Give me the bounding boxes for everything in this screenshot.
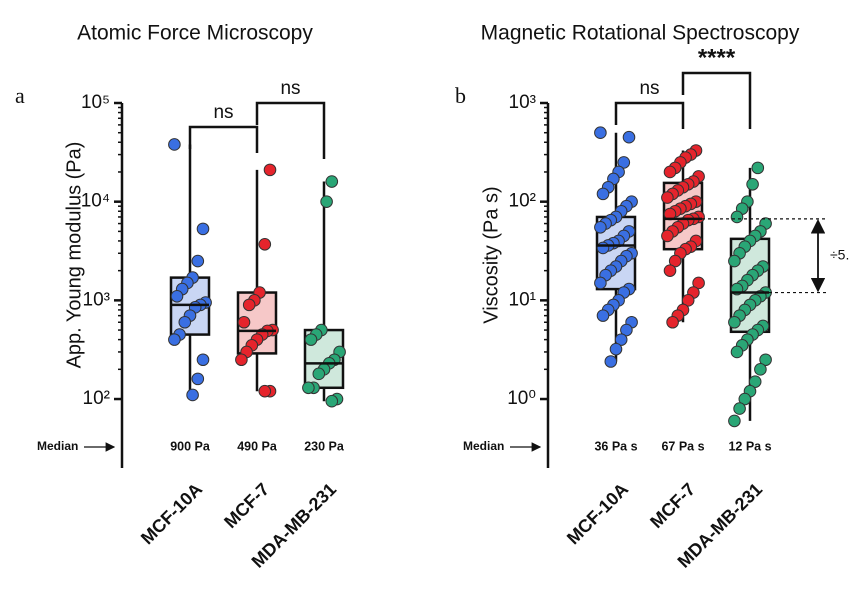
x-tick-label: MCF-7 bbox=[646, 479, 699, 532]
data-point bbox=[730, 345, 744, 359]
y-tick-label: 10² bbox=[83, 388, 110, 409]
median-label: 900 Pa bbox=[170, 439, 211, 453]
data-point bbox=[304, 333, 318, 346]
x-tick-label: MCF-10A bbox=[563, 479, 632, 548]
data-point bbox=[661, 229, 674, 243]
data-point bbox=[263, 163, 277, 177]
panel-letter: b bbox=[455, 83, 466, 108]
data-point bbox=[594, 276, 607, 290]
data-point bbox=[746, 178, 759, 191]
y-tick-label: 10⁵ bbox=[81, 92, 110, 113]
data-point bbox=[325, 394, 339, 408]
y-tick-label: 10³ bbox=[83, 289, 110, 310]
data-point bbox=[754, 363, 767, 376]
significance-bracket bbox=[614, 101, 685, 129]
data-point bbox=[733, 402, 746, 415]
data-point bbox=[748, 375, 762, 388]
data-point bbox=[738, 392, 752, 406]
y-tick-label: 10³ bbox=[509, 92, 536, 113]
median-label: 12 Pa s bbox=[728, 439, 771, 453]
data-point bbox=[186, 388, 199, 402]
data-point bbox=[168, 138, 181, 151]
y-axis-label: App. Young modulus (Pa) bbox=[63, 142, 85, 369]
data-point bbox=[196, 353, 210, 367]
significance-bracket bbox=[681, 71, 752, 129]
data-point bbox=[666, 315, 679, 329]
data-point bbox=[320, 195, 333, 208]
data-point bbox=[730, 210, 744, 224]
data-point bbox=[242, 298, 256, 312]
data-point bbox=[596, 187, 610, 201]
panel-title: Atomic Force Microscopy bbox=[77, 22, 313, 45]
data-point bbox=[191, 372, 205, 386]
data-point bbox=[759, 353, 772, 367]
median-label: 230 Pa bbox=[304, 439, 345, 453]
data-point bbox=[191, 254, 205, 268]
data-point bbox=[668, 254, 682, 268]
median-caption: Median bbox=[463, 439, 504, 453]
data-point bbox=[302, 381, 315, 395]
data-point bbox=[170, 289, 184, 303]
data-point bbox=[196, 222, 210, 236]
data-point bbox=[661, 191, 674, 204]
significance-label: **** bbox=[698, 44, 736, 71]
y-tick-label: 10² bbox=[509, 191, 536, 212]
y-tick-label: 10¹ bbox=[509, 289, 536, 310]
data-point bbox=[235, 353, 248, 367]
data-point bbox=[594, 126, 607, 140]
ratio-label: ÷5.6 bbox=[830, 246, 850, 262]
data-point bbox=[692, 276, 705, 290]
data-point bbox=[614, 333, 628, 346]
data-point bbox=[728, 315, 741, 329]
data-point bbox=[596, 309, 610, 322]
data-point bbox=[325, 175, 339, 188]
data-point bbox=[617, 156, 631, 169]
panel-title: Magnetic Rotational Spectroscopy bbox=[481, 22, 800, 45]
median-caption: Median bbox=[37, 439, 78, 453]
panel-letter: a bbox=[15, 83, 25, 108]
x-tick-label: MCF-7 bbox=[220, 479, 273, 532]
data-point bbox=[168, 333, 181, 346]
x-tick-label: MCF-10A bbox=[137, 479, 206, 548]
data-point bbox=[237, 315, 251, 329]
data-point bbox=[604, 355, 618, 368]
data-point bbox=[596, 241, 610, 255]
data-point bbox=[728, 254, 741, 268]
data-point bbox=[681, 294, 695, 307]
data-point bbox=[622, 130, 636, 144]
data-point bbox=[751, 161, 765, 175]
data-point bbox=[609, 342, 623, 356]
significance-bracket bbox=[188, 125, 259, 153]
median-label: 36 Pa s bbox=[594, 439, 637, 453]
data-point bbox=[728, 414, 741, 428]
data-point bbox=[663, 264, 677, 277]
data-point bbox=[258, 384, 272, 398]
median-label: 490 Pa bbox=[237, 439, 278, 453]
significance-label: ns bbox=[639, 78, 659, 99]
data-point bbox=[594, 220, 607, 234]
data-point bbox=[312, 367, 326, 381]
significance-label: ns bbox=[280, 78, 300, 99]
significance-bracket bbox=[255, 101, 326, 159]
data-point bbox=[258, 237, 272, 251]
y-tick-label: 10⁰ bbox=[507, 388, 536, 409]
data-point bbox=[178, 315, 192, 329]
y-tick-label: 10⁴ bbox=[81, 191, 110, 212]
data-point bbox=[663, 165, 677, 179]
y-axis-label: Viscosity (Pa s) bbox=[480, 186, 502, 323]
median-label: 67 Pa s bbox=[661, 439, 704, 453]
data-point bbox=[620, 323, 633, 337]
significance-label: ns bbox=[213, 102, 233, 123]
